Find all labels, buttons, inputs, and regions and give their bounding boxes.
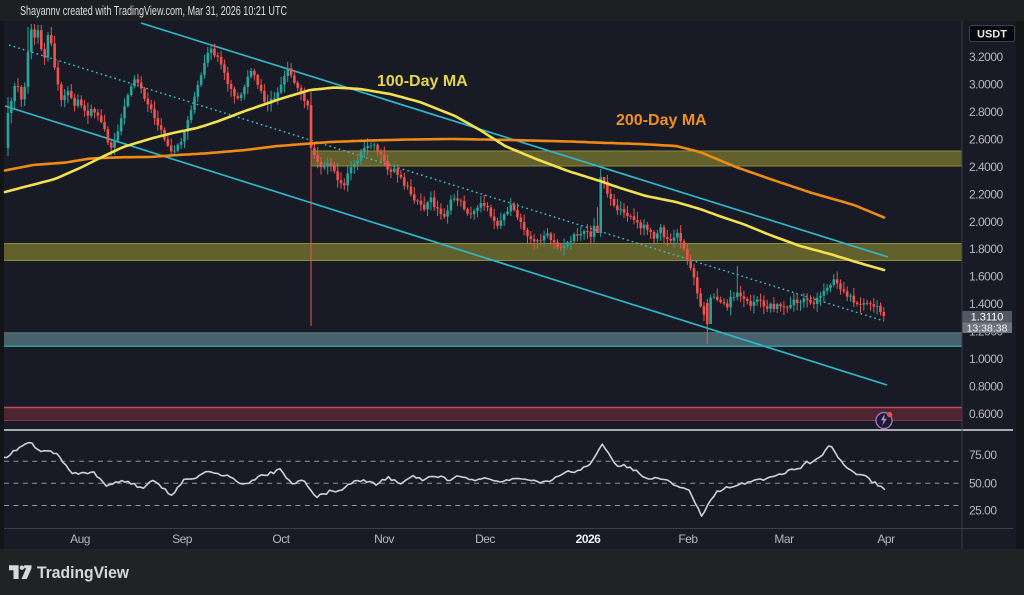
svg-text:Nov: Nov	[374, 532, 394, 546]
svg-text:3.2000: 3.2000	[969, 50, 1004, 64]
svg-text:100-Day MA: 100-Day MA	[377, 73, 468, 90]
svg-text:Dec: Dec	[475, 532, 495, 546]
svg-text:2.8000: 2.8000	[969, 105, 1004, 119]
svg-text:50.00: 50.00	[969, 477, 997, 491]
svg-text:Feb: Feb	[678, 532, 698, 546]
svg-text:75.00: 75.00	[969, 448, 997, 462]
svg-text:TradingView: TradingView	[37, 563, 130, 582]
svg-text:1.6000: 1.6000	[969, 270, 1004, 284]
svg-text:Shayannv created with TradingV: Shayannv created with TradingView.com, M…	[20, 4, 287, 18]
svg-text:13:38:38: 13:38:38	[967, 323, 1008, 335]
svg-text:1.0000: 1.0000	[969, 352, 1004, 366]
svg-text:2.0000: 2.0000	[969, 215, 1004, 229]
svg-text:Oct: Oct	[272, 532, 290, 546]
svg-text:3.0000: 3.0000	[969, 78, 1004, 92]
svg-text:0.6000: 0.6000	[969, 407, 1004, 421]
svg-text:USDT: USDT	[977, 29, 1007, 41]
svg-text:2.2000: 2.2000	[969, 187, 1004, 201]
svg-text:Mar: Mar	[774, 532, 794, 546]
svg-text:0.8000: 0.8000	[969, 380, 1004, 394]
svg-text:Sep: Sep	[172, 532, 193, 546]
svg-text:2.6000: 2.6000	[969, 132, 1004, 146]
svg-text:2.4000: 2.4000	[969, 160, 1004, 174]
svg-text:25.00: 25.00	[969, 504, 997, 518]
svg-text:1.3110: 1.3110	[971, 312, 1004, 324]
svg-text:Apr: Apr	[877, 532, 895, 546]
svg-text:1.8000: 1.8000	[969, 242, 1004, 256]
svg-text:Aug: Aug	[70, 532, 90, 546]
svg-text:2026: 2026	[576, 532, 602, 546]
svg-text:1.4000: 1.4000	[969, 297, 1004, 311]
svg-text:200-Day MA: 200-Day MA	[616, 112, 707, 129]
